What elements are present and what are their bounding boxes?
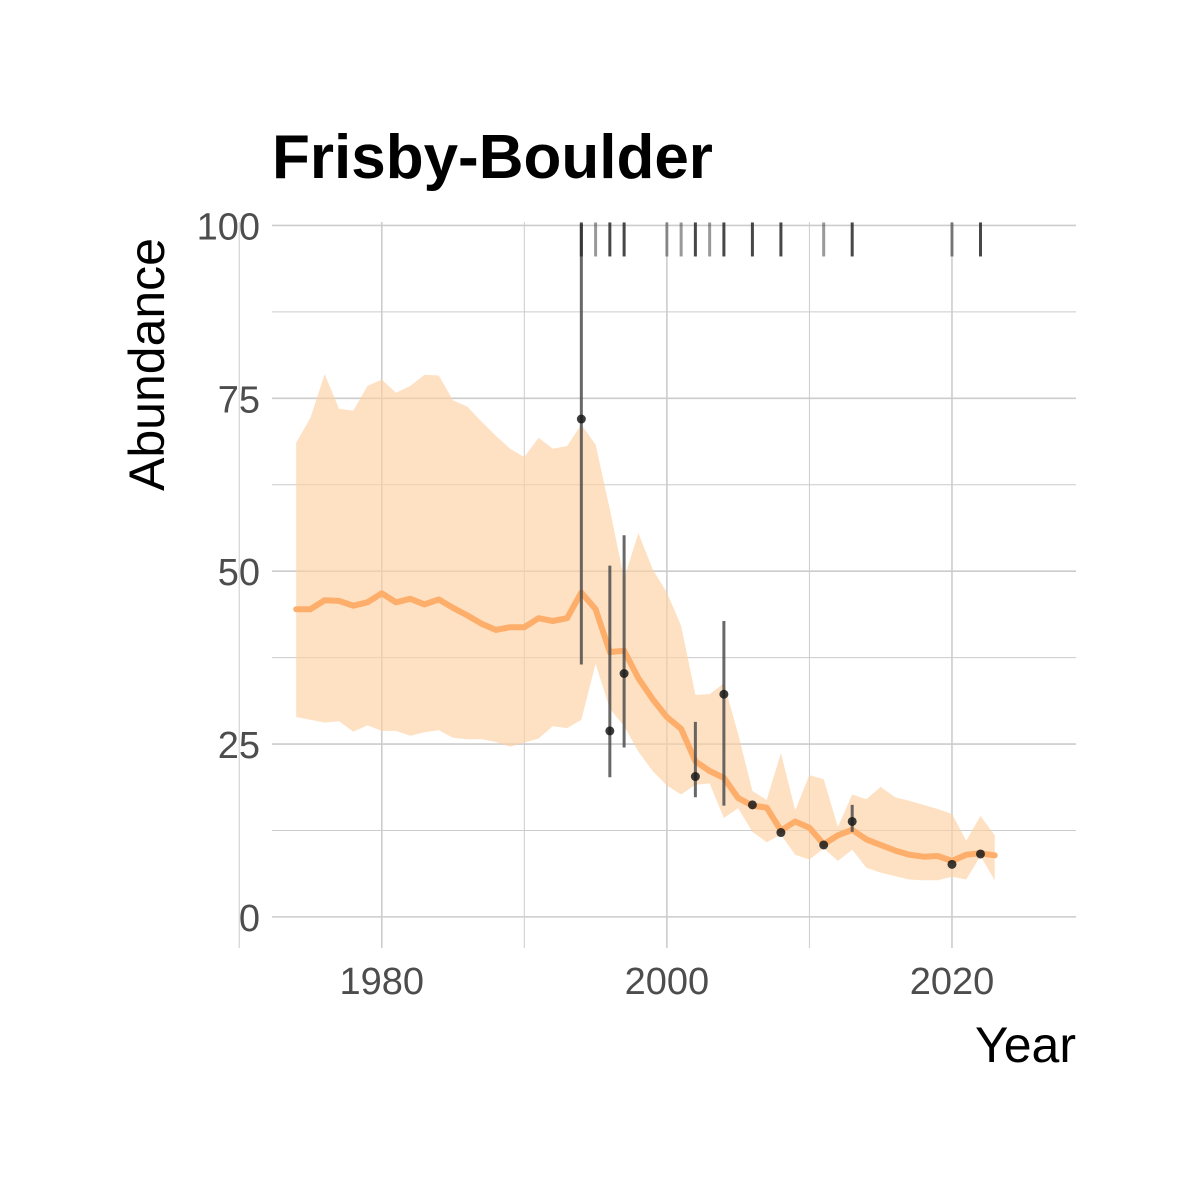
confidence-ribbon (296, 374, 995, 881)
x-tick-label: 2000 (625, 961, 710, 1003)
observation-point (847, 816, 857, 826)
x-tick-label: 2020 (910, 961, 995, 1003)
observation-point (619, 669, 629, 679)
tick-label-layer: 0 25 50 75 100 1980 2000 2020 (197, 206, 995, 1003)
trend-line-layer (293, 589, 998, 864)
y-tick-label: 0 (239, 898, 260, 940)
y-tick-label: 100 (197, 206, 260, 248)
observation-point (576, 414, 586, 424)
observation-point (947, 859, 957, 869)
observation-point-layer (576, 414, 985, 869)
chart-title: Frisby-Boulder (272, 123, 713, 192)
observation-point (747, 800, 757, 810)
observation-point (719, 689, 729, 699)
observation-point (605, 726, 615, 736)
x-axis-title: Year (975, 1017, 1076, 1073)
observation-point (776, 828, 786, 838)
trend-line (293, 589, 998, 864)
x-tick-label: 1980 (339, 961, 424, 1003)
confidence-ribbon-layer (296, 374, 995, 881)
observation-point (690, 772, 700, 782)
y-tick-label: 25 (218, 725, 260, 767)
error-bar-layer (579, 224, 854, 832)
y-tick-label: 50 (218, 552, 260, 594)
y-tick-label: 75 (218, 379, 260, 421)
observation-point (819, 840, 829, 850)
observation-point (975, 849, 985, 859)
y-axis-title: Abundance (119, 238, 175, 491)
rug-layer (579, 222, 982, 257)
